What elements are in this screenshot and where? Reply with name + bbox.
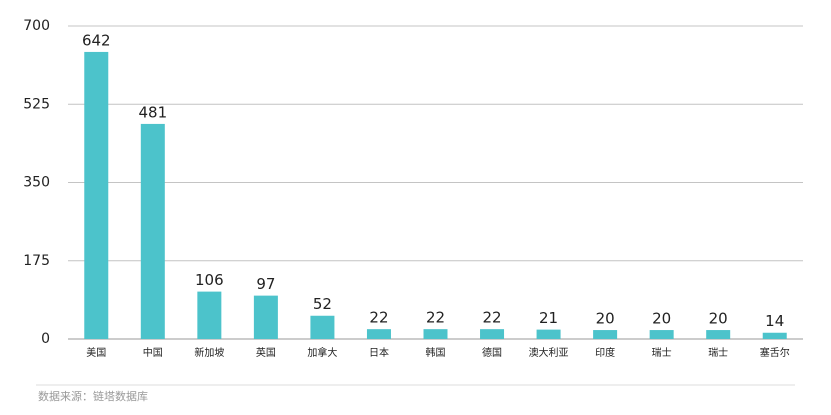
- value-label: 21: [539, 309, 558, 327]
- x-tick-label: 日本: [369, 346, 389, 359]
- value-label: 22: [426, 309, 445, 327]
- x-tick-label: 新加坡: [194, 346, 224, 359]
- bar: [649, 330, 674, 339]
- bar: [423, 329, 448, 339]
- bar: [366, 329, 391, 339]
- value-label: 20: [596, 310, 615, 328]
- y-tick-label: 0: [41, 331, 50, 347]
- value-label: 642: [82, 31, 111, 49]
- x-tick-label: 瑞士: [652, 346, 672, 359]
- x-tick-label: 印度: [595, 346, 615, 359]
- bar: [84, 51, 109, 339]
- bar: [253, 295, 278, 339]
- x-tick-label: 韩国: [426, 346, 446, 359]
- value-label: 22: [369, 309, 388, 327]
- bar: [706, 330, 731, 339]
- y-tick-label: 350: [23, 175, 50, 191]
- bar: [536, 329, 561, 339]
- y-tick-label: 700: [23, 18, 50, 34]
- value-label: 20: [652, 310, 671, 328]
- x-tick-label: 澳大利亚: [529, 346, 569, 359]
- bar: [593, 330, 618, 339]
- source-note: 数据来源：链塔数据库: [38, 389, 148, 403]
- x-tick-label: 英国: [256, 346, 276, 359]
- value-label: 52: [313, 295, 332, 313]
- value-label: 97: [256, 275, 275, 293]
- value-label: 22: [482, 309, 501, 327]
- x-tick-label: 塞舌尔: [760, 346, 790, 359]
- value-label: 481: [138, 103, 167, 121]
- y-tick-label: 175: [23, 253, 50, 269]
- bar: [762, 332, 787, 339]
- bar: [140, 123, 165, 339]
- bar: [310, 315, 335, 339]
- bar: [197, 291, 222, 339]
- value-label: 106: [195, 271, 224, 289]
- y-tick-label: 525: [23, 96, 50, 112]
- x-tick-label: 德国: [482, 346, 502, 359]
- x-tick-label: 美国: [86, 346, 106, 359]
- x-tick-label: 瑞士: [708, 346, 728, 359]
- value-label: 14: [765, 312, 784, 330]
- x-tick-label: 加拿大: [307, 346, 337, 359]
- value-label: 20: [709, 310, 728, 328]
- x-tick-label: 中国: [143, 346, 163, 359]
- bar: [480, 329, 505, 339]
